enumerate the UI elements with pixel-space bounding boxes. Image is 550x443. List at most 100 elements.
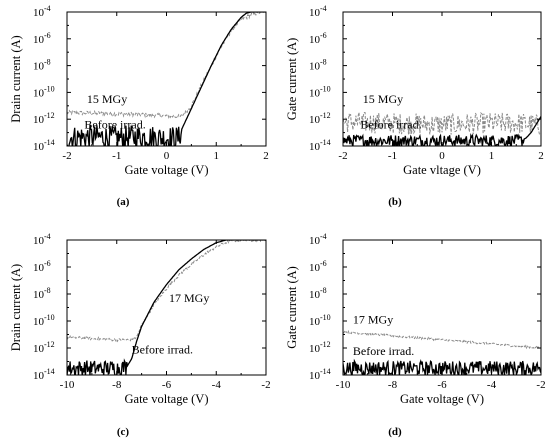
panel-c: -10 -8 -6 -4 -210-1410-1210-1010-810-610-4Ga…	[9, 232, 271, 438]
y-tick-base: 10	[33, 141, 45, 153]
y-tick-label: 10-10	[33, 84, 55, 99]
y-tick-label: 10-10	[309, 84, 331, 99]
y-tick-exponent: -4	[320, 232, 327, 241]
y-tick-base: 10	[309, 289, 321, 301]
y-tick-label: 10-14	[309, 138, 331, 153]
y-tick-exponent: -4	[320, 4, 327, 13]
annotation-label: Before irrad.	[132, 342, 193, 356]
x-tick-label: 0	[439, 150, 445, 162]
y-tick-base: 10	[309, 7, 321, 19]
x-tick-label: -8	[388, 379, 398, 391]
y-tick-label: 10-14	[33, 367, 55, 382]
x-tick-label: -2	[338, 150, 347, 162]
y-tick-exponent: -14	[44, 138, 55, 147]
y-axis-label: Drain current (A)	[9, 35, 23, 122]
x-tick-label: 2	[263, 150, 269, 162]
x-tick-label: -2	[536, 379, 545, 391]
panel-caption: (a)	[117, 196, 130, 208]
y-tick-base: 10	[309, 34, 321, 46]
y-tick-label: 10-12	[309, 340, 331, 355]
y-tick-label: 10-6	[309, 31, 327, 46]
y-tick-base: 10	[309, 316, 321, 328]
y-tick-base: 10	[33, 262, 45, 274]
y-tick-exponent: -12	[44, 111, 55, 120]
annotation-label: Before irrad.	[360, 118, 421, 132]
y-tick-exponent: -10	[320, 313, 331, 322]
y-tick-label: 10-10	[33, 313, 55, 328]
y-tick-label: 10-6	[309, 259, 327, 274]
x-tick-label: -10	[60, 379, 75, 391]
y-tick-label: 10-8	[33, 286, 51, 301]
y-tick-exponent: -12	[44, 340, 55, 349]
plot-area	[67, 240, 266, 375]
series-before-irrad-line	[67, 12, 266, 146]
y-tick-label: 10-4	[33, 4, 51, 19]
x-tick-label: 2	[538, 150, 544, 162]
y-tick-label: 10-8	[33, 58, 51, 73]
annotation-label: 17 MGy	[169, 291, 209, 305]
x-tick-label: -10	[336, 379, 351, 391]
y-tick-base: 10	[33, 289, 45, 301]
y-tick-label: 10-12	[33, 340, 55, 355]
x-tick-label: 1	[489, 150, 495, 162]
annotation-label: 15 MGy	[363, 92, 403, 106]
series-before-irrad-line	[343, 358, 541, 375]
y-tick-label: 10-4	[309, 4, 327, 19]
series-irradiated-line	[343, 329, 541, 350]
y-tick-exponent: -12	[320, 111, 331, 120]
y-tick-exponent: -14	[320, 367, 331, 376]
y-tick-exponent: -8	[320, 58, 327, 67]
x-tick-label: -8	[112, 379, 122, 391]
y-tick-base: 10	[309, 141, 321, 153]
annotation-label: 15 MGy	[87, 92, 127, 106]
y-tick-label: 10-8	[309, 58, 327, 73]
y-axis-label: Drain current (A)	[9, 264, 23, 351]
y-tick-label: 10-14	[309, 367, 331, 382]
y-tick-exponent: -14	[44, 367, 55, 376]
series-before-irrad-line	[67, 240, 266, 375]
x-tick-label: -4	[212, 379, 222, 391]
y-tick-exponent: -6	[44, 31, 51, 40]
x-axis-label: Gate vltage (V)	[403, 163, 481, 177]
y-tick-label: 10-8	[309, 286, 327, 301]
y-tick-base: 10	[309, 235, 321, 247]
y-tick-base: 10	[309, 262, 321, 274]
y-tick-label: 10-12	[33, 111, 55, 126]
series-irradiated-line	[67, 240, 266, 343]
y-tick-base: 10	[33, 343, 45, 355]
y-tick-exponent: -6	[320, 31, 327, 40]
y-tick-base: 10	[33, 7, 45, 19]
y-axis-label: Gate current (A)	[285, 38, 299, 121]
y-tick-label: 10-10	[309, 313, 331, 328]
y-tick-label: 10-4	[33, 232, 51, 247]
y-tick-exponent: -8	[44, 58, 51, 67]
panel-caption: (b)	[388, 196, 402, 208]
y-tick-exponent: -4	[44, 4, 51, 13]
x-tick-label: -2	[261, 379, 270, 391]
y-tick-exponent: -14	[320, 138, 331, 147]
x-tick-label: -2	[62, 150, 71, 162]
y-tick-exponent: -8	[44, 286, 51, 295]
panel-caption: (d)	[388, 426, 402, 438]
y-tick-base: 10	[309, 114, 321, 126]
annotation-label: Before irrad.	[84, 118, 145, 132]
series-irradiated-line	[343, 111, 541, 136]
x-tick-label: 0	[164, 150, 170, 162]
annotation-label: Before irrad.	[353, 344, 414, 358]
y-tick-exponent: -10	[320, 84, 331, 93]
x-tick-label: -1	[112, 150, 121, 162]
y-tick-base: 10	[309, 370, 321, 382]
y-tick-exponent: -10	[44, 313, 55, 322]
x-tick-label: 1	[214, 150, 220, 162]
plot-area	[343, 329, 541, 375]
y-tick-exponent: -6	[320, 259, 327, 268]
y-tick-label: 10-14	[33, 138, 55, 153]
y-tick-exponent: -12	[320, 340, 331, 349]
series-irradiated-line	[67, 12, 265, 120]
y-tick-exponent: -6	[44, 259, 51, 268]
annotation-label: 17 MGy	[353, 313, 393, 327]
y-tick-base: 10	[33, 61, 45, 73]
y-tick-exponent: -10	[44, 84, 55, 93]
